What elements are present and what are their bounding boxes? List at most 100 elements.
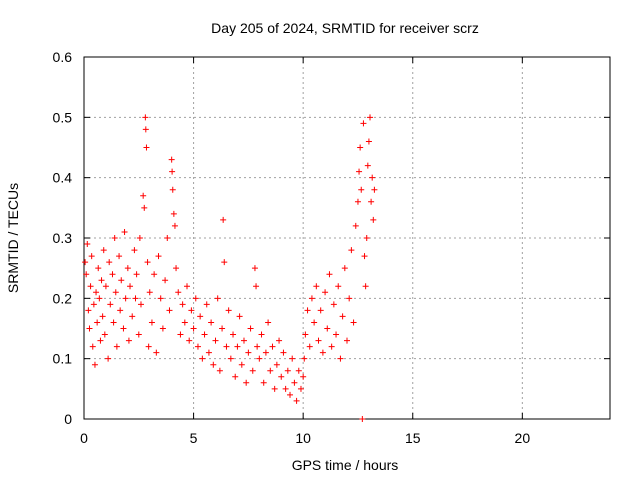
data-point: [205, 349, 212, 356]
data-point: [258, 331, 265, 338]
data-point: [301, 355, 308, 362]
data-point: [330, 301, 337, 308]
data-point: [107, 301, 114, 308]
data-point: [253, 283, 260, 290]
data-point: [319, 349, 326, 356]
data-point: [361, 253, 368, 260]
data-point: [291, 379, 298, 386]
data-point: [326, 271, 333, 278]
data-point: [170, 210, 177, 217]
data-point: [346, 295, 353, 302]
data-point: [155, 253, 162, 260]
data-point: [359, 416, 366, 422]
data-point: [82, 259, 89, 266]
data-point: [157, 295, 164, 302]
data-point: [169, 168, 176, 175]
data-point: [337, 355, 344, 362]
data-point: [201, 331, 208, 338]
data-point: [91, 361, 98, 368]
data-point: [251, 265, 258, 272]
data-point: [111, 235, 118, 241]
y-tick-label: 0.2: [53, 290, 73, 306]
data-point: [145, 343, 152, 350]
data-point: [153, 349, 160, 356]
data-point: [184, 283, 191, 290]
data-point: [93, 289, 100, 296]
y-tick-label: 0.3: [53, 230, 73, 246]
data-point: [317, 307, 324, 314]
data-point: [371, 186, 378, 193]
data-point: [159, 325, 166, 332]
data-point: [315, 337, 322, 344]
data-point: [243, 379, 250, 386]
y-tick-label: 0: [64, 411, 72, 427]
data-point: [203, 301, 210, 308]
plot-frame: [83, 56, 611, 420]
data-point: [234, 343, 241, 350]
data-point: [175, 289, 182, 296]
data-point: [221, 259, 228, 266]
data-point: [83, 271, 90, 278]
data-point: [276, 337, 283, 344]
data-point: [124, 265, 131, 272]
data-point: [121, 228, 128, 235]
data-point: [136, 235, 143, 241]
data-point: [341, 265, 348, 272]
data-point: [109, 271, 116, 278]
data-point: [164, 235, 171, 241]
data-point: [186, 337, 193, 344]
data-point: [102, 283, 109, 290]
data-point: [260, 379, 267, 386]
data-point: [339, 313, 346, 320]
data-point: [278, 373, 285, 380]
data-point: [287, 391, 294, 398]
data-point: [358, 186, 365, 193]
data-point: [122, 295, 129, 302]
data-point: [348, 247, 355, 254]
data-point: [293, 397, 300, 404]
data-point: [148, 319, 155, 326]
data-point: [142, 126, 149, 133]
data-point: [95, 265, 102, 272]
data-point: [135, 331, 142, 338]
data-point: [267, 367, 274, 374]
data-point: [300, 373, 307, 380]
data-point: [370, 216, 377, 223]
data-point: [190, 325, 197, 332]
x-tick-label: 0: [80, 430, 88, 446]
data-point: [113, 343, 120, 350]
data-point: [98, 277, 105, 284]
data-point: [85, 307, 92, 314]
data-point: [364, 162, 371, 169]
data-point: [297, 385, 304, 392]
axis-ticks: 0 0.1 0.2 0.3 0.4 0.5 0.6 0 5 10 15 20: [53, 49, 610, 446]
data-point: [344, 337, 350, 344]
data-point: [212, 337, 219, 344]
y-tick-label: 0.4: [53, 170, 73, 186]
data-point: [262, 349, 269, 356]
data-point: [273, 361, 280, 368]
data-point: [140, 192, 147, 199]
data-point: [328, 343, 335, 350]
data-point: [86, 325, 93, 332]
data-point: [271, 385, 278, 392]
data-point: [101, 331, 108, 338]
data-point: [254, 343, 261, 350]
data-point: [129, 313, 136, 320]
data-point: [168, 156, 175, 163]
data-points: [82, 114, 378, 422]
x-tick-label: 20: [515, 430, 531, 446]
x-tick-label: 5: [190, 430, 198, 446]
data-point: [188, 307, 195, 314]
chart-title: Day 205 of 2024, SRMTID for receiver scr…: [211, 20, 479, 36]
data-point: [132, 295, 139, 302]
x-axis-label: GPS time / hours: [292, 457, 399, 473]
data-point: [369, 174, 376, 181]
data-point: [169, 186, 176, 193]
y-axis-label: SRMTID / TECUs: [5, 183, 21, 293]
data-point: [177, 331, 184, 338]
data-point: [357, 144, 364, 151]
y-tick-label: 0.6: [53, 49, 73, 65]
data-point: [295, 367, 302, 374]
